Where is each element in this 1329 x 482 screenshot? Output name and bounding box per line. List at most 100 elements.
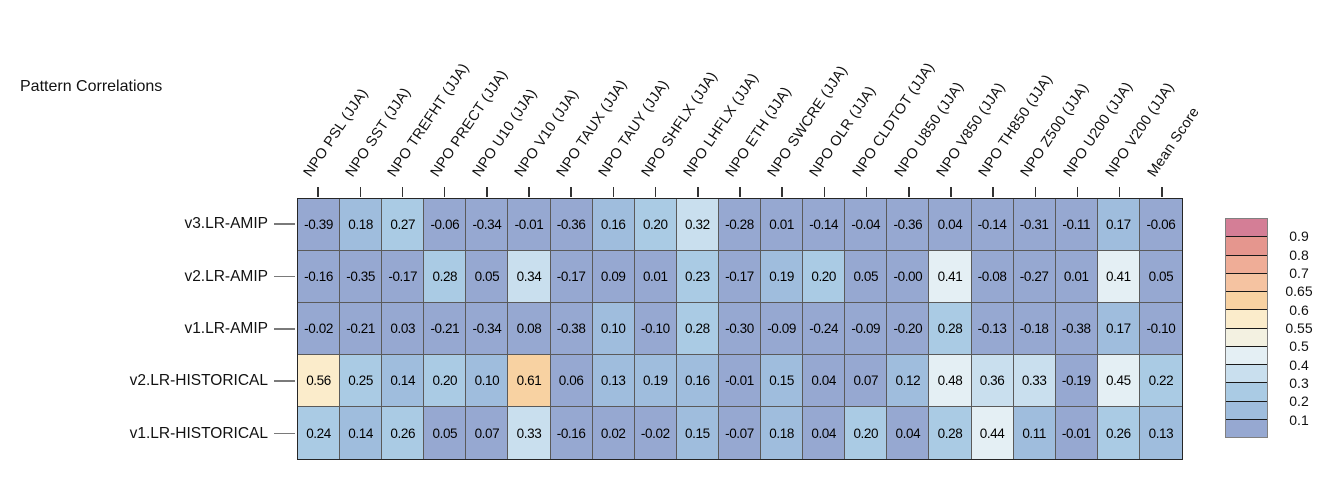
heatmap-cell: -0.24 xyxy=(803,303,846,355)
colorbar-band xyxy=(1226,419,1267,437)
heatmap-cell: -0.36 xyxy=(887,199,930,251)
heatmap-cell: -0.10 xyxy=(1139,303,1182,355)
heatmap-cell: 0.08 xyxy=(508,303,551,355)
heatmap-cell: -0.14 xyxy=(803,199,846,251)
heatmap-cell: 0.11 xyxy=(1013,407,1056,459)
heatmap-cell: 0.20 xyxy=(803,251,846,303)
colorbar-band xyxy=(1226,273,1267,292)
col-tick xyxy=(781,187,783,197)
row-tick xyxy=(274,275,295,278)
heatmap-cell: -0.17 xyxy=(550,251,593,303)
heatmap-cell: 0.28 xyxy=(929,303,972,355)
heatmap-cell: 0.16 xyxy=(592,199,635,251)
heatmap-cell: 0.26 xyxy=(1097,407,1140,459)
heatmap-cell: -0.01 xyxy=(718,355,762,407)
heatmap-cell: 0.20 xyxy=(424,355,467,407)
heatmap-cell: 0.48 xyxy=(929,355,972,407)
heatmap-cell: 0.01 xyxy=(1055,251,1098,303)
colorbar-tick-label: 0.2 xyxy=(1289,393,1309,410)
heatmap-cell: -0.35 xyxy=(340,251,383,303)
heatmap-cell: 0.04 xyxy=(803,355,846,407)
heatmap-cell: -0.38 xyxy=(1055,303,1098,355)
heatmap-cell: -0.20 xyxy=(887,303,930,355)
heatmap-cell: 0.19 xyxy=(634,355,677,407)
col-tick xyxy=(317,187,319,197)
row-tick xyxy=(274,328,295,330)
heatmap-cell: 0.15 xyxy=(676,407,719,459)
row-tick xyxy=(274,380,295,382)
heatmap-cell: 0.06 xyxy=(550,355,593,407)
heatmap-cell: 0.26 xyxy=(382,407,425,459)
heatmap-cell: 0.27 xyxy=(382,199,425,251)
row-label: v2.LR-AMIP xyxy=(184,267,268,285)
heatmap-cell: -0.16 xyxy=(298,251,341,303)
row-label: v1.LR-HISTORICAL xyxy=(129,424,268,442)
col-tick xyxy=(528,187,530,197)
heatmap-cell: -0.17 xyxy=(718,251,762,303)
heatmap-cell: -0.21 xyxy=(424,303,467,355)
heatmap-cell: 0.28 xyxy=(929,407,972,459)
heatmap-cell: -0.31 xyxy=(1013,199,1056,251)
colorbar-tick-label: 0.6 xyxy=(1289,301,1309,318)
heatmap-cell: -0.09 xyxy=(845,303,888,355)
heatmap-cell: -0.06 xyxy=(424,199,467,251)
heatmap-cell: -0.38 xyxy=(550,303,593,355)
col-tick xyxy=(1034,187,1037,197)
heatmap-cell: 0.03 xyxy=(382,303,425,355)
heatmap-cell: 0.04 xyxy=(929,199,972,251)
heatmap-cell: -0.10 xyxy=(634,303,677,355)
heatmap-cell: 0.15 xyxy=(761,355,804,407)
heatmap-cell: 0.10 xyxy=(466,355,509,407)
heatmap-cell: 0.36 xyxy=(971,355,1014,407)
colorbar-band xyxy=(1226,237,1267,256)
figure-title: Pattern Correlations xyxy=(20,78,163,95)
colorbar-band xyxy=(1226,255,1267,274)
heatmap-cell: -0.34 xyxy=(466,303,509,355)
column-label: NPO LHFLX (JJA) xyxy=(680,70,762,180)
col-tick xyxy=(654,187,657,197)
heatmap-cell: -0.27 xyxy=(1013,251,1056,303)
heatmap-cell: 0.07 xyxy=(466,407,509,459)
heatmap-cell: -0.09 xyxy=(761,303,804,355)
colorbar-band xyxy=(1226,328,1267,347)
heatmap-cell: -0.13 xyxy=(971,303,1014,355)
heatmap-cell: -0.08 xyxy=(971,251,1014,303)
colorbar-band xyxy=(1226,383,1267,402)
heatmap-cell: 0.18 xyxy=(761,407,804,459)
heatmap-cell: -0.04 xyxy=(845,199,888,251)
col-tick xyxy=(612,187,615,197)
heatmap-cell: 0.01 xyxy=(761,199,804,251)
row-label: v2.LR-HISTORICAL xyxy=(129,372,268,390)
heatmap-cell: -0.00 xyxy=(887,251,930,303)
heatmap-cell: -0.28 xyxy=(718,199,762,251)
col-tick xyxy=(992,187,994,197)
col-tick xyxy=(908,187,910,197)
heatmap-cell: -0.34 xyxy=(466,199,509,251)
col-tick xyxy=(697,187,699,197)
heatmap-cell: 0.45 xyxy=(1097,355,1140,407)
row-tick xyxy=(274,432,295,435)
col-tick xyxy=(401,187,404,197)
heatmap-cell: 0.44 xyxy=(971,407,1014,459)
heatmap-cell: 0.18 xyxy=(340,199,383,251)
col-tick xyxy=(570,187,572,197)
heatmap-cell: 0.17 xyxy=(1097,303,1140,355)
heatmap-cell: 0.20 xyxy=(634,199,677,251)
heatmap-cell: 0.33 xyxy=(1013,355,1056,407)
col-tick xyxy=(739,187,741,197)
column-label: NPO SWCRE (JJA) xyxy=(764,63,852,180)
heatmap-cell: -0.06 xyxy=(1139,199,1182,251)
heatmap-cell: 0.17 xyxy=(1097,199,1140,251)
heatmap-cell: 0.20 xyxy=(845,407,888,459)
col-tick xyxy=(823,187,826,197)
heatmap-cell: 0.41 xyxy=(1097,251,1140,303)
heatmap-cell: -0.39 xyxy=(298,199,341,251)
heatmap-cell: 0.13 xyxy=(1139,407,1182,459)
heatmap-cell: -0.07 xyxy=(718,407,762,459)
colorbar-tick-label: 0.4 xyxy=(1289,356,1309,373)
colorbar-tick-label: 0.55 xyxy=(1285,320,1313,336)
col-tick xyxy=(359,187,362,197)
heatmap-cell: -0.18 xyxy=(1013,303,1056,355)
heatmap-cell: 0.05 xyxy=(424,407,467,459)
